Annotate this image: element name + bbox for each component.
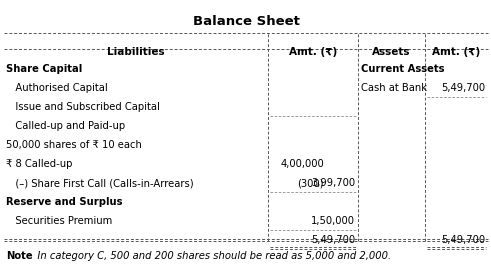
Text: (–) Share First Call (Calls-in-Arrears): (–) Share First Call (Calls-in-Arrears): [6, 178, 193, 188]
Text: 50,000 shares of ₹ 10 each: 50,000 shares of ₹ 10 each: [6, 140, 142, 150]
Text: Assets: Assets: [372, 47, 411, 57]
Text: 1,50,000: 1,50,000: [311, 216, 355, 226]
Text: In category C, 500 and 200 shares should be read as 5,000 and 2,000.: In category C, 500 and 200 shares should…: [28, 251, 391, 261]
Text: Share Capital: Share Capital: [6, 64, 82, 74]
Text: 3,99,700: 3,99,700: [311, 178, 355, 188]
Text: Amt. (₹): Amt. (₹): [433, 47, 481, 57]
Text: Note: Note: [6, 251, 32, 261]
Text: Issue and Subscribed Capital: Issue and Subscribed Capital: [6, 102, 160, 112]
Text: Authorised Capital: Authorised Capital: [6, 83, 108, 93]
Text: Balance Sheet: Balance Sheet: [192, 15, 300, 28]
Text: Cash at Bank: Cash at Bank: [361, 83, 427, 93]
Text: Called-up and Paid-up: Called-up and Paid-up: [6, 121, 125, 131]
Text: Securities Premium: Securities Premium: [6, 216, 112, 226]
Text: 5,49,700: 5,49,700: [311, 235, 355, 245]
Text: Amt. (₹): Amt. (₹): [289, 47, 337, 57]
Text: Reserve and Surplus: Reserve and Surplus: [6, 197, 122, 207]
Text: 4,00,000: 4,00,000: [280, 159, 324, 169]
Text: Liabilities: Liabilities: [107, 47, 165, 57]
Text: (300): (300): [298, 178, 324, 188]
Text: 5,49,700: 5,49,700: [441, 83, 485, 93]
Text: 5,49,700: 5,49,700: [441, 235, 485, 245]
Text: Current Assets: Current Assets: [361, 64, 444, 74]
Text: ₹ 8 Called-up: ₹ 8 Called-up: [6, 159, 72, 169]
